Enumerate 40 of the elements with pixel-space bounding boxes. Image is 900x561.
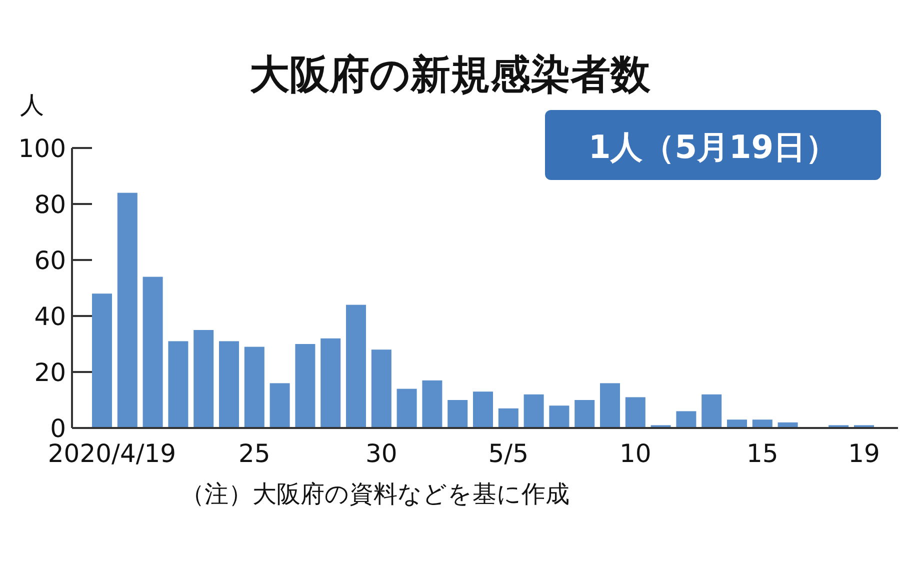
bar <box>473 392 493 428</box>
bar <box>219 341 239 428</box>
bar <box>574 400 595 428</box>
x-tick-label: 25 <box>238 439 270 468</box>
bar <box>346 304 366 428</box>
y-tick-label: 20 <box>34 358 66 387</box>
bar <box>448 400 468 428</box>
bar <box>194 330 214 428</box>
y-tick-label: 100 <box>18 134 66 163</box>
bar <box>142 276 163 428</box>
y-tick-label: 60 <box>34 246 66 275</box>
bar <box>702 394 722 428</box>
bar <box>244 346 264 428</box>
headline-box: 1人（5月19日） <box>545 110 881 180</box>
bar <box>117 192 138 428</box>
y-tick-label: 40 <box>34 302 66 331</box>
bar <box>524 394 544 428</box>
x-tick-label: 10 <box>619 439 652 468</box>
bar <box>320 338 341 428</box>
bar <box>422 380 442 428</box>
bar <box>625 397 646 428</box>
chart-title: 大阪府の新規感染者数 <box>250 52 652 98</box>
x-tick-label: 19 <box>848 439 880 468</box>
y-tick-label: 80 <box>34 190 66 219</box>
bar <box>396 388 417 428</box>
bar <box>600 383 620 428</box>
bar <box>371 350 392 428</box>
y-axis-title: 人 <box>20 91 44 119</box>
x-tick-label: 15 <box>746 439 778 468</box>
x-tick-label: 5/5 <box>488 439 529 468</box>
bar <box>498 408 518 428</box>
bar <box>92 294 112 428</box>
annotation: 1人（5月19日） <box>588 128 838 166</box>
text: （注）大阪府の資料などを基に作成 <box>180 480 570 508</box>
bar <box>295 344 316 428</box>
bar <box>676 411 696 428</box>
bar <box>168 341 188 428</box>
bar <box>270 383 290 428</box>
bar <box>549 406 570 428</box>
x-tick-label: 30 <box>365 439 398 468</box>
